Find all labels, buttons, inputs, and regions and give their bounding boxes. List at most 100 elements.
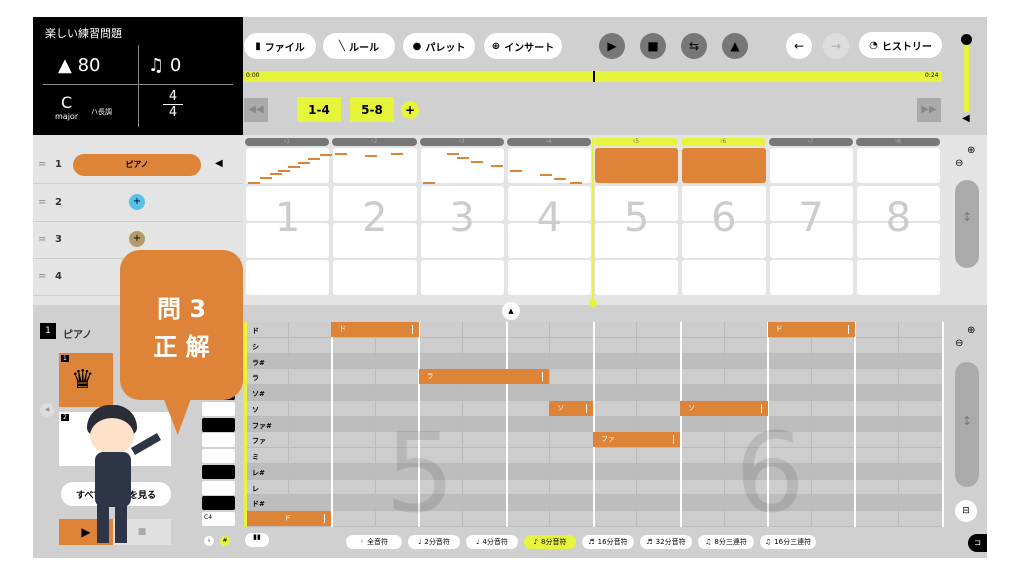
note-block[interactable]: ド: [767, 322, 855, 337]
duration-sixteenth-note[interactable]: ♬ 16分音符: [582, 535, 634, 549]
track-measure-cell[interactable]: [420, 260, 504, 295]
track-measure-cell[interactable]: [682, 260, 766, 295]
piano-key[interactable]: [202, 496, 235, 511]
forward-button[interactable]: ▶▶: [917, 98, 941, 122]
note-block[interactable]: ド: [331, 322, 419, 337]
track-measure-cell[interactable]: [682, 223, 766, 258]
rule-button[interactable]: ╲ ルール: [323, 33, 395, 59]
track-measure-cell[interactable]: [507, 260, 591, 295]
track-measure-cell[interactable]: [333, 223, 417, 258]
duration-eighth-triplet[interactable]: ♫ 8分三連符: [698, 535, 754, 549]
track-measure-cell[interactable]: [246, 186, 330, 221]
volume-handle[interactable]: [961, 34, 972, 45]
play-button[interactable]: ▶: [599, 33, 625, 59]
note-block[interactable]: ソ: [549, 400, 593, 416]
track-measure-cell[interactable]: [595, 223, 679, 258]
track-measure-cell[interactable]: [769, 223, 853, 258]
instrument-prev-button[interactable]: ◀: [40, 403, 54, 417]
track-measure-cell[interactable]: [769, 260, 853, 295]
flat-toggle[interactable]: ♭: [204, 536, 214, 546]
track-measure-cell[interactable]: [682, 148, 766, 183]
track-measure-cell[interactable]: [507, 186, 591, 221]
track-measure-cell[interactable]: [856, 186, 940, 221]
duration-sixteenth-triplet[interactable]: ♫ 16分三連符: [760, 535, 816, 549]
track-scrollbar[interactable]: ↕: [955, 180, 979, 268]
zoom-in-icon[interactable]: ⊕: [967, 145, 976, 156]
palette-button[interactable]: ● パレット: [403, 33, 475, 59]
track-measure-cell[interactable]: [856, 223, 940, 258]
metronome-button[interactable]: ▲: [722, 33, 748, 59]
piano-key[interactable]: [202, 480, 235, 495]
track-measure-cell[interactable]: [246, 148, 330, 183]
measure-tab-2[interactable]: ♮2: [332, 138, 417, 146]
collapse-editor-button[interactable]: ▲: [502, 302, 520, 320]
page-5-8[interactable]: 5-8: [350, 97, 394, 122]
stop-button[interactable]: ■: [640, 33, 666, 59]
track-measure-cell[interactable]: [246, 223, 330, 258]
zoom-out-icon[interactable]: ⊖: [955, 158, 964, 169]
measure-tab-7[interactable]: ♮7: [768, 138, 853, 146]
piano-key[interactable]: [202, 464, 235, 479]
track-measure-cell[interactable]: [420, 223, 504, 258]
duration-thirtysecond-note[interactable]: ♬ 32分音符: [640, 535, 692, 549]
add-page-button[interactable]: +: [401, 101, 419, 119]
measure-tab-4[interactable]: ♮4: [506, 138, 591, 146]
track-measure-cell[interactable]: [420, 186, 504, 221]
track-measure-cell[interactable]: [856, 148, 940, 183]
undo-button[interactable]: ←: [786, 33, 812, 59]
loop-button[interactable]: ⇆: [681, 33, 707, 59]
piano-key[interactable]: [202, 417, 235, 432]
measure-tab-3[interactable]: ♮3: [419, 138, 504, 146]
instrument-piano[interactable]: 1 ♛: [59, 353, 113, 407]
drag-handle-icon[interactable]: =: [38, 159, 47, 170]
timeline-cursor[interactable]: [593, 71, 595, 82]
piano-key[interactable]: [202, 449, 235, 464]
note-block[interactable]: ラ: [418, 369, 550, 385]
fit-view-button[interactable]: ⊟: [955, 500, 977, 522]
track-measure-cell[interactable]: [595, 260, 679, 295]
track-measure-cell[interactable]: [420, 148, 504, 183]
roll-scrollbar[interactable]: ↕: [955, 362, 979, 487]
redo-button[interactable]: →: [823, 33, 849, 59]
track-measure-cell[interactable]: [333, 260, 417, 295]
track-measure-cell[interactable]: [246, 260, 330, 295]
volume-slider[interactable]: [964, 40, 969, 112]
add-instrument-button[interactable]: +: [129, 194, 145, 210]
track-measure-cell[interactable]: [333, 186, 417, 221]
drag-handle-icon[interactable]: =: [38, 234, 47, 245]
page-1-4[interactable]: 1-4: [297, 97, 341, 122]
measure-tab-1[interactable]: ♮1: [245, 138, 330, 146]
note-block[interactable]: ド: [244, 511, 332, 527]
track-measure-cell[interactable]: [682, 186, 766, 221]
measure-tab-6[interactable]: ♮6: [681, 138, 766, 146]
drag-handle-icon[interactable]: =: [38, 271, 47, 282]
rewind-button[interactable]: ◀◀: [244, 98, 268, 122]
track-measure-cell[interactable]: [856, 260, 940, 295]
playhead-handle[interactable]: [589, 299, 597, 307]
measure-tab-5[interactable]: ♮5: [594, 138, 679, 146]
track-measure-cell[interactable]: [507, 148, 591, 183]
keyboard-toggle[interactable]: ▮▮: [245, 533, 269, 547]
track-measure-cell[interactable]: [769, 148, 853, 183]
sharp-toggle[interactable]: #: [220, 536, 230, 546]
zoom-out-icon[interactable]: ⊖: [955, 338, 964, 349]
piano-key[interactable]: [202, 433, 235, 448]
file-button[interactable]: ▮ ファイル: [244, 33, 316, 59]
insert-button[interactable]: ⊕ インサート: [484, 33, 562, 59]
duration-half-note[interactable]: ♩ 2分音符: [408, 535, 460, 549]
drag-handle-icon[interactable]: =: [38, 197, 47, 208]
piano-key[interactable]: [202, 512, 235, 527]
track-measure-cell[interactable]: [507, 223, 591, 258]
playhead[interactable]: [592, 137, 594, 302]
speaker-icon[interactable]: ◀: [215, 158, 223, 169]
history-button[interactable]: ◔ ヒストリー: [859, 32, 942, 58]
transpose[interactable]: ♫ 0: [148, 55, 181, 76]
track-measure-cell[interactable]: [595, 148, 679, 183]
track-instrument-button[interactable]: ピアノ: [73, 154, 201, 176]
duration-quarter-note[interactable]: ♩ 4分音符: [466, 535, 518, 549]
note-block[interactable]: ファ: [593, 432, 681, 448]
measure-tab-8[interactable]: ♮8: [855, 138, 940, 146]
track-measure-cell[interactable]: [595, 186, 679, 221]
